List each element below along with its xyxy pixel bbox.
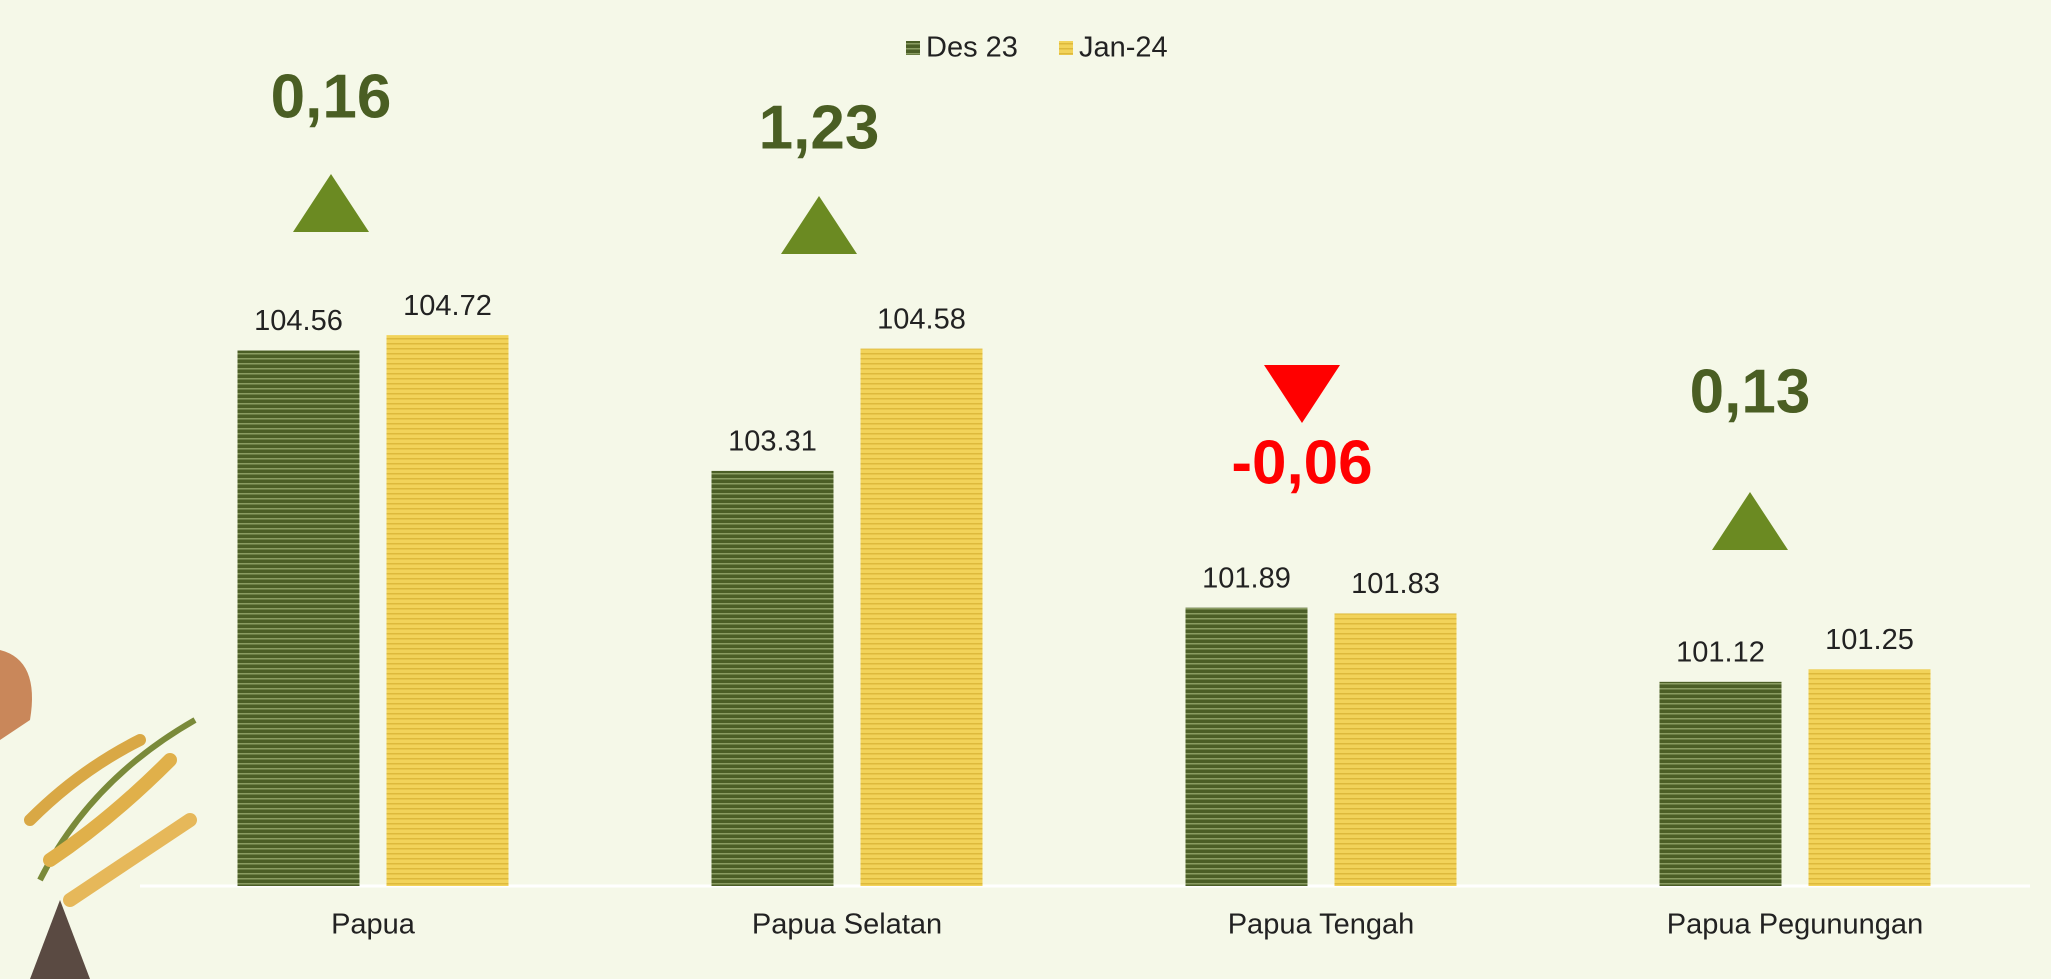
- legend-swatch: [1059, 41, 1073, 55]
- x-tick-label: Papua Pegunungan: [1667, 909, 1923, 941]
- bar: [1808, 669, 1931, 886]
- change-label: 0,16: [271, 62, 392, 131]
- bar: [860, 348, 983, 886]
- change-arrow: [1264, 365, 1340, 423]
- bar: [1334, 613, 1457, 886]
- data-label: 104.72: [403, 290, 492, 322]
- bar: [1659, 681, 1782, 886]
- data-label: 101.89: [1202, 562, 1291, 594]
- legend-swatch: [906, 41, 920, 55]
- change-arrow: [781, 196, 857, 254]
- x-tick-label: Papua: [331, 909, 416, 941]
- data-label: 101.83: [1351, 568, 1440, 600]
- change-arrow: [1712, 492, 1788, 550]
- data-label: 103.31: [728, 426, 817, 458]
- bar: [1185, 607, 1308, 886]
- legend-label: Jan-24: [1079, 32, 1168, 64]
- change-label: 1,23: [759, 93, 880, 162]
- bar: [711, 470, 834, 886]
- data-label: 104.58: [877, 303, 966, 335]
- bar: [386, 335, 509, 886]
- decoration: [0, 650, 197, 979]
- data-label: 101.25: [1825, 624, 1914, 656]
- x-tick-label: Papua Tengah: [1228, 909, 1415, 941]
- legend-label: Des 23: [926, 32, 1018, 64]
- change-arrow: [293, 174, 369, 232]
- bar: [237, 350, 360, 886]
- change-label: 0,13: [1690, 357, 1811, 426]
- change-label: -0,06: [1231, 428, 1372, 497]
- x-tick-label: Papua Selatan: [752, 909, 942, 941]
- data-label: 101.12: [1676, 636, 1765, 668]
- data-label: 104.56: [254, 305, 343, 337]
